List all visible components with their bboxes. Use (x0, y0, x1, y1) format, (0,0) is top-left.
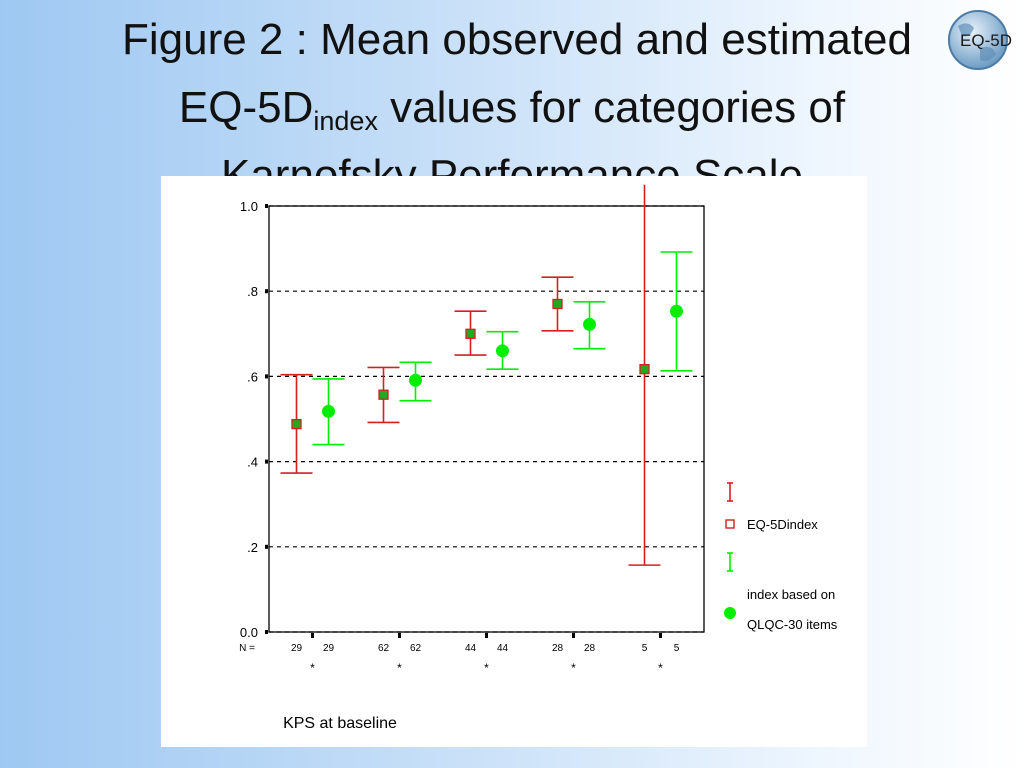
y-tick-mark (265, 459, 268, 464)
x-category-label: * (397, 661, 402, 675)
title-line-2: EQ-5Dindex values for categories of (0, 74, 1024, 142)
x-category-label: * (571, 661, 576, 675)
title-line-1: Figure 2 : Mean observed and estimated (121, 15, 912, 64)
x-category-label: * (658, 661, 663, 675)
logo-text: EQ-5D (960, 31, 1012, 50)
mean-marker-square (291, 418, 302, 430)
n-value: 62 (410, 643, 422, 654)
error-bar (367, 366, 400, 424)
x-category-label: * (310, 661, 315, 675)
mean-marker-circle (583, 317, 596, 331)
title-eq5d: EQ-5D (178, 83, 314, 132)
y-tick-label: .8 (247, 284, 258, 299)
mean-marker-circle (670, 304, 683, 318)
n-value: 28 (584, 643, 596, 654)
x-axis-label: KPS at baseline (283, 715, 397, 732)
mean-marker-square (465, 328, 476, 339)
error-bar (573, 301, 606, 350)
n-value: 44 (465, 643, 477, 654)
mean-marker-square (378, 389, 389, 400)
x-category-label: * (484, 661, 489, 675)
title-line-2-rest: values for categories of (377, 83, 846, 132)
plot-frame (268, 205, 705, 633)
n-equals-label: N = (239, 643, 255, 654)
y-tick-mark (265, 204, 268, 208)
y-axis: 0.0 .2 .4 .6 .8 1.0 (240, 199, 268, 640)
y-tick-label: 0.0 (240, 625, 258, 640)
legend-label-eq5d: EQ-5Dindex (747, 517, 818, 532)
n-value: 29 (323, 643, 335, 654)
legend-circle-icon (724, 607, 736, 619)
error-bar (486, 330, 519, 370)
x-tick-mark (311, 633, 314, 638)
error-bar (660, 251, 693, 372)
title-index-subscript: index (313, 106, 378, 136)
y-tick-mark (265, 630, 268, 634)
chart-panel: 0.0 .2 .4 .6 .8 1.0 * * * * * N = 29 29 62 62 44 44 28 28… (161, 176, 867, 747)
mean-marker-circle (496, 344, 509, 358)
y-tick-mark (265, 289, 268, 294)
legend-label-qlqc: index based on (747, 587, 835, 602)
n-value: 5 (674, 643, 680, 654)
error-bar (541, 276, 574, 332)
error-bar (454, 310, 487, 356)
x-tick-mark (485, 633, 488, 638)
error-bar (399, 361, 432, 402)
n-value: 29 (291, 643, 303, 654)
globe-icon: EQ-5D (948, 10, 1012, 70)
x-tick-mark (572, 633, 575, 638)
error-bar (312, 378, 345, 446)
n-value: 62 (378, 643, 390, 654)
error-bars (280, 184, 693, 566)
n-value: 44 (497, 643, 509, 654)
mean-marker-square (552, 298, 563, 310)
error-bar (628, 184, 661, 566)
eq5d-logo: EQ-5D (944, 8, 1016, 72)
y-tick-mark (265, 544, 268, 549)
gridlines (269, 205, 704, 633)
x-tick-mark (659, 633, 662, 638)
n-value: 28 (552, 643, 564, 654)
y-tick-label: 1.0 (240, 199, 258, 214)
mean-marker-circle (322, 404, 335, 418)
mean-marker-circle (409, 373, 422, 387)
error-bar-chart: 0.0 .2 .4 .6 .8 1.0 * * * * * N = 29 29 62 62 44 44 28 28… (239, 184, 838, 732)
mean-marker-square (639, 364, 650, 375)
y-tick-mark (265, 374, 268, 379)
n-labels: N = 29 29 62 62 44 44 28 28 5 5 (239, 643, 680, 654)
error-bar (280, 373, 313, 474)
y-tick-label: .2 (247, 540, 258, 555)
legend: EQ-5Dindex index based on QLQC-30 items (724, 482, 838, 632)
legend-square-icon (725, 519, 735, 529)
y-tick-label: .6 (247, 369, 258, 384)
n-value: 5 (642, 643, 648, 654)
x-tick-mark (398, 633, 401, 638)
x-axis: * * * * * (310, 633, 663, 675)
legend-label-qlqc: QLQC-30 items (747, 617, 838, 632)
y-tick-label: .4 (247, 455, 258, 470)
